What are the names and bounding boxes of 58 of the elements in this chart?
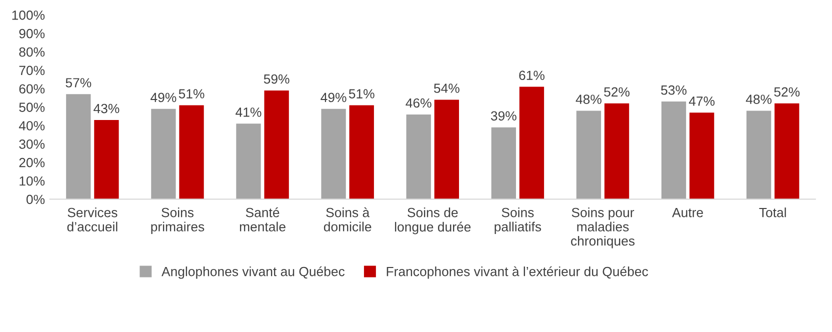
x-tick-label: Santé mentale: [240, 207, 286, 232]
data-label: 39%: [490, 111, 516, 121]
bar: [576, 110, 602, 200]
data-label: 54%: [434, 84, 460, 93]
data-label: 52%: [774, 87, 800, 97]
data-label: 53%: [661, 85, 686, 95]
bar: [774, 103, 800, 200]
bar: [94, 120, 119, 200]
legend-label: Anglophones vivant au Québec: [162, 266, 345, 279]
bar: [604, 103, 630, 200]
y-tick-label: 60%: [19, 84, 45, 94]
x-tick-label: Soins pour maladies chroniques: [571, 208, 635, 248]
x-tick-label: Total: [759, 208, 786, 218]
legend-label: Francophones vivant à l’extérieur du Québec: [386, 266, 648, 279]
y-tick-label: 30%: [19, 139, 45, 149]
x-tick-label: Soins à domicile: [324, 207, 372, 232]
y-tick-label: 50%: [19, 102, 45, 112]
bar: [406, 114, 431, 200]
data-label: 61%: [519, 70, 544, 80]
bar: [66, 94, 91, 200]
x-tick-label: Services d’accueil: [67, 208, 118, 232]
data-label: 49%: [150, 92, 176, 102]
data-label: 51%: [178, 89, 204, 98]
y-tick-label: 70%: [19, 66, 45, 76]
data-label: 49%: [320, 92, 346, 102]
bar: [661, 102, 686, 200]
y-tick-label: 90%: [19, 28, 45, 38]
x-tick-label: Autre: [672, 208, 703, 218]
data-label: 51%: [348, 89, 374, 98]
y-tick-label: 10%: [20, 176, 45, 186]
bar: [236, 124, 261, 200]
bar: [349, 105, 374, 200]
x-tick-label: Soins palliatifs: [494, 208, 542, 234]
bar: [689, 112, 714, 200]
data-label: 48%: [746, 94, 772, 104]
data-label: 52%: [604, 87, 630, 97]
data-label: 47%: [688, 96, 715, 106]
data-label: 59%: [264, 74, 290, 84]
bar: [179, 105, 204, 200]
y-tick-label: 100%: [12, 10, 45, 20]
bar: [491, 127, 516, 200]
data-label: 57%: [66, 78, 92, 88]
data-label: 41%: [236, 108, 262, 117]
bar: [151, 108, 176, 200]
bar: [519, 86, 544, 200]
x-tick-label: Soins de longue durée: [395, 208, 471, 234]
bar: [746, 110, 772, 200]
y-tick-label: 40%: [18, 121, 45, 130]
y-tick-label: 0%: [26, 194, 45, 204]
y-tick-label: 80%: [19, 47, 45, 57]
bar: [264, 90, 289, 200]
data-label: 43%: [94, 104, 120, 114]
bar: [321, 108, 346, 200]
data-label: 48%: [576, 94, 602, 104]
y-tick-label: 20%: [19, 158, 45, 168]
data-label: 46%: [406, 98, 432, 108]
bar: [434, 100, 460, 200]
x-tick-label: Soins primaires: [151, 208, 204, 234]
